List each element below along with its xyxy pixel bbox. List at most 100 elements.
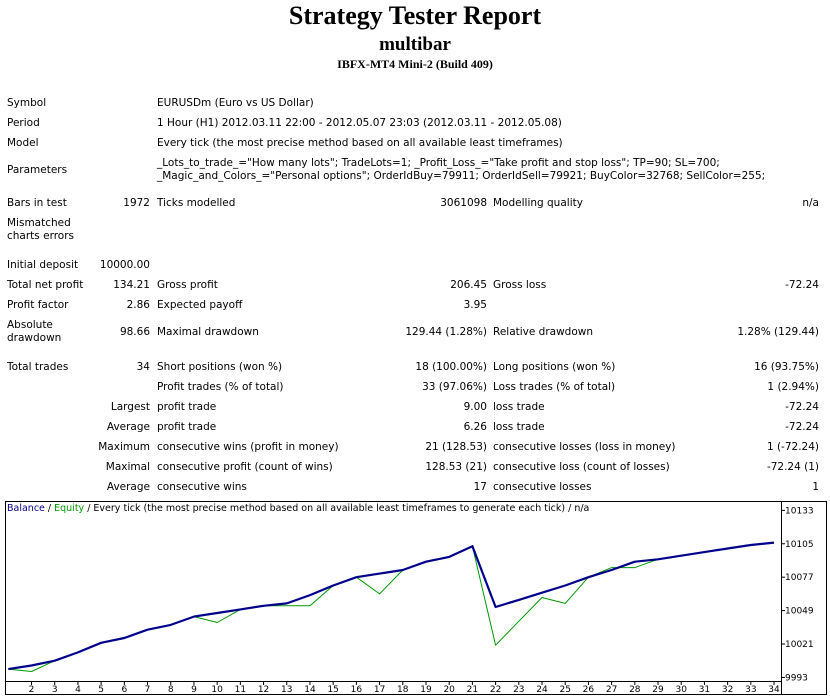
x-tick-label: 15 bbox=[327, 685, 338, 695]
x-tick-label: 23 bbox=[513, 685, 524, 695]
x-tick-label: 20 bbox=[443, 685, 455, 695]
balance-line bbox=[8, 541, 775, 671]
absolute-drawdown-value: 98.66 bbox=[119, 326, 150, 338]
average-loss-label: loss trade bbox=[493, 421, 545, 433]
x-tick-label: 10 bbox=[211, 685, 223, 695]
x-tick-label: 17 bbox=[374, 685, 385, 695]
largest-label: Largest bbox=[110, 401, 150, 413]
max-cons-wins-value: 21 (128.53) bbox=[425, 441, 487, 453]
profit-trades-label: Profit trades (% of total) bbox=[157, 381, 284, 393]
maximal-cons-profit-value: 128.53 (21) bbox=[425, 461, 487, 473]
avg-cons-wins-value: 17 bbox=[473, 481, 487, 493]
x-tick-label: 22 bbox=[490, 685, 501, 695]
initial-deposit-value: 10000.00 bbox=[99, 259, 150, 271]
gross-profit-value: 206.45 bbox=[450, 279, 487, 291]
parameters-line-2: _Magic_and_Colors_="Personal options"; O… bbox=[157, 170, 766, 182]
x-tick-label: 25 bbox=[559, 685, 570, 695]
ticks-value: 3061098 bbox=[440, 197, 487, 209]
period-label: Period bbox=[7, 117, 40, 129]
loss-trades-value: 1 (2.94%) bbox=[767, 381, 819, 393]
largest-loss-value: -72.24 bbox=[785, 401, 819, 413]
x-tick-label: 9 bbox=[191, 685, 197, 695]
legend-equity: Equity bbox=[54, 503, 85, 514]
gross-loss-value: -72.24 bbox=[785, 279, 819, 291]
x-tick-label: 8 bbox=[168, 685, 174, 695]
x-tick-label: 7 bbox=[145, 685, 151, 695]
mismatch-label-1: Mismatched bbox=[7, 217, 71, 229]
x-tick-label: 34 bbox=[768, 685, 780, 695]
maximal-drawdown-value: 129.44 (1.28%) bbox=[405, 326, 487, 338]
model-value: Every tick (the most precise method base… bbox=[157, 137, 563, 149]
y-tick-label: 10077 bbox=[785, 573, 814, 583]
largest-profit-value: 9.00 bbox=[463, 401, 487, 413]
x-tick-label: 27 bbox=[606, 685, 617, 695]
average-label: Average bbox=[106, 421, 150, 433]
x-tick-label: 26 bbox=[583, 685, 595, 695]
x-tick-label: 18 bbox=[397, 685, 409, 695]
long-positions-label: Long positions (won %) bbox=[493, 361, 616, 373]
absolute-drawdown-label-2: drawdown bbox=[7, 332, 62, 344]
net-profit-label: Total net profit bbox=[7, 279, 84, 291]
y-tick-label: 9993 bbox=[785, 673, 808, 683]
maximum-label: Maximum bbox=[98, 441, 150, 453]
legend-balance: Balance bbox=[7, 503, 45, 514]
max-cons-wins-label: consecutive wins (profit in money) bbox=[157, 441, 339, 453]
avg-cons-losses-label: consecutive losses bbox=[493, 481, 592, 493]
profit-trades-value: 33 (97.06%) bbox=[422, 381, 487, 393]
x-tick-label: 5 bbox=[98, 685, 104, 695]
expert-name: multibar bbox=[379, 34, 451, 55]
quality-value: n/a bbox=[802, 197, 819, 209]
x-tick-label: 33 bbox=[745, 685, 756, 695]
max-cons-losses-label: consecutive losses (loss in money) bbox=[493, 441, 676, 453]
short-positions-value: 18 (100.00%) bbox=[415, 361, 487, 373]
parameters-label: Parameters bbox=[7, 164, 68, 176]
absolute-drawdown-label-1: Absolute bbox=[7, 319, 53, 331]
mismatch-label-2: charts errors bbox=[7, 230, 74, 242]
profit-factor-value: 2.86 bbox=[126, 299, 150, 311]
maximal-label: Maximal bbox=[105, 461, 150, 473]
initial-deposit-label: Initial deposit bbox=[7, 259, 79, 271]
legend-description: / Every tick (the most precise method ba… bbox=[84, 503, 590, 514]
x-tick-label: 29 bbox=[652, 685, 664, 695]
average-profit-label: profit trade bbox=[157, 421, 217, 433]
average-cons-label: Average bbox=[106, 481, 150, 493]
x-tick-label: 14 bbox=[304, 685, 316, 695]
x-tick-label: 28 bbox=[629, 685, 641, 695]
y-tick-label: 10133 bbox=[785, 506, 814, 516]
expected-payoff-label: Expected payoff bbox=[157, 299, 243, 311]
max-cons-losses-value: 1 (-72.24) bbox=[766, 441, 819, 453]
chart-svg: 2 3 4 5 6 7 8 9 10 11 12 13 14 15 16 17 18 19 20 21 22 23 24 25… bbox=[5, 501, 827, 695]
long-positions-value: 16 (93.75%) bbox=[754, 361, 819, 373]
chart-frame bbox=[5, 501, 827, 695]
chart-legend: Balance / Equity / Every tick (the most … bbox=[7, 503, 589, 514]
x-tick-label: 12 bbox=[258, 685, 269, 695]
build-info: IBFX-MT4 Mini-2 (Build 409) bbox=[337, 57, 493, 71]
total-trades-value: 34 bbox=[136, 361, 150, 373]
x-tick-label: 21 bbox=[467, 685, 478, 695]
largest-profit-label: profit trade bbox=[157, 401, 217, 413]
largest-loss-label: loss trade bbox=[493, 401, 545, 413]
symbol-value: EURUSDm (Euro vs US Dollar) bbox=[157, 97, 314, 109]
y-tick-label: 10105 bbox=[785, 540, 814, 550]
ticks-label: Ticks modelled bbox=[157, 197, 236, 209]
maximal-drawdown-label: Maximal drawdown bbox=[157, 326, 259, 338]
parameters-line-1: _Lots_to_trade_="How many lots"; TradeLo… bbox=[157, 157, 720, 169]
symbol-label: Symbol bbox=[7, 97, 47, 109]
expected-payoff-value: 3.95 bbox=[463, 299, 487, 311]
relative-drawdown-value: 1.28% (129.44) bbox=[737, 326, 819, 338]
gross-loss-label: Gross loss bbox=[493, 279, 547, 291]
x-tick-label: 24 bbox=[536, 685, 548, 695]
model-label: Model bbox=[7, 137, 39, 149]
maximal-cons-loss-label: consecutive loss (count of losses) bbox=[493, 461, 670, 473]
relative-drawdown-label: Relative drawdown bbox=[493, 326, 594, 338]
balance-equity-chart: 2 3 4 5 6 7 8 9 10 11 12 13 14 15 16 17 18 19 20 21 22 23 24 25… bbox=[5, 501, 827, 695]
maximal-cons-profit-label: consecutive profit (count of wins) bbox=[157, 461, 333, 473]
avg-cons-losses-value: 1 bbox=[812, 481, 819, 493]
y-tick-label: 10021 bbox=[785, 640, 814, 650]
x-tick-label: 30 bbox=[675, 685, 687, 695]
x-tick-label: 6 bbox=[121, 685, 127, 695]
loss-trades-label: Loss trades (% of total) bbox=[493, 381, 616, 393]
x-tick-label: 16 bbox=[351, 685, 363, 695]
x-tick-label: 4 bbox=[75, 685, 81, 695]
maximal-cons-loss-value: -72.24 (1) bbox=[766, 461, 819, 473]
